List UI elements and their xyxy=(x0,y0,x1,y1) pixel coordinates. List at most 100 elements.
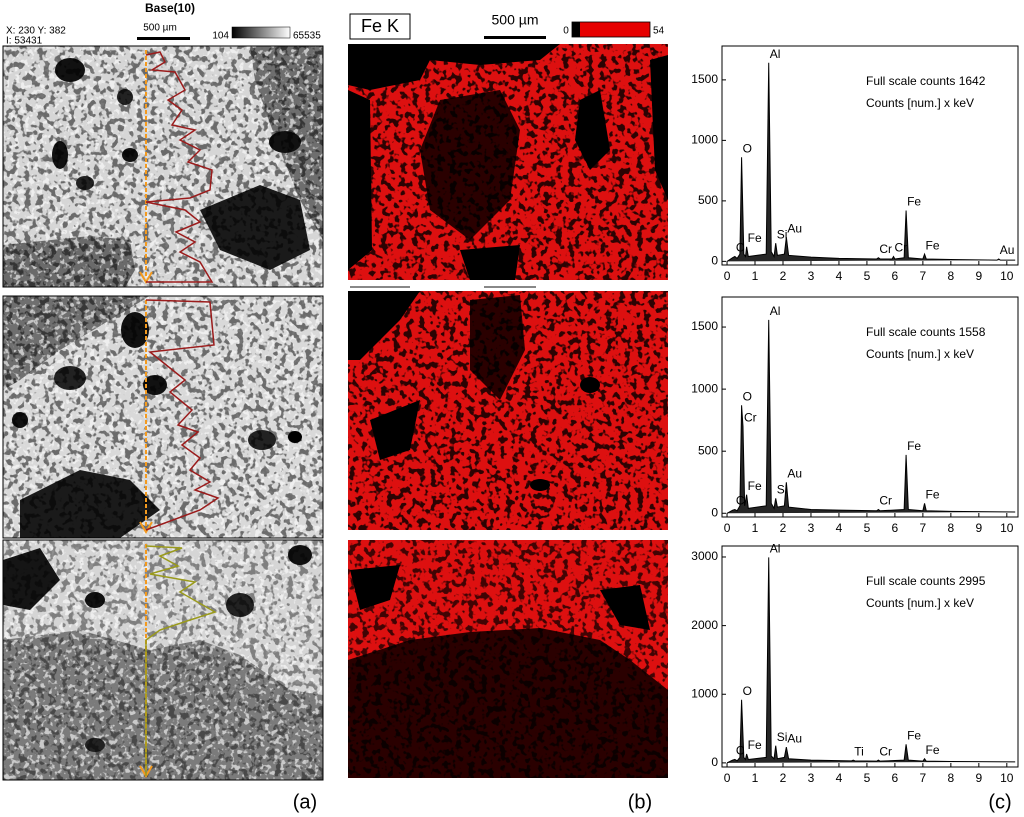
sem-image xyxy=(3,540,323,780)
scale-bar xyxy=(484,36,546,39)
spectrum xyxy=(726,557,1016,764)
peak-label: Fe xyxy=(907,729,921,743)
y-tick-label: 2000 xyxy=(691,618,718,632)
peak-label: C xyxy=(736,744,745,758)
x-tick-label: 0 xyxy=(724,771,731,785)
colorbar-min: 0 xyxy=(563,26,569,37)
y-tick-label: 1500 xyxy=(691,319,718,333)
peak-label: Al xyxy=(770,541,781,555)
peak-label: Al xyxy=(770,304,781,318)
x-tick-label: 10 xyxy=(1000,521,1014,535)
x-tick-label: 4 xyxy=(836,521,843,535)
y-tick-label: 3000 xyxy=(691,549,718,563)
y-tick-label: 1000 xyxy=(691,686,718,700)
spectrum-subtitle: Counts [num.] x keV xyxy=(866,96,974,110)
scale-bar xyxy=(137,37,190,40)
x-tick-label: 1 xyxy=(752,771,759,785)
y-tick-label: 1000 xyxy=(691,381,718,395)
sem-title: Base(10) xyxy=(145,1,195,15)
spectrum-title: Full scale counts 1558 xyxy=(866,325,986,339)
x-tick-label: 2 xyxy=(780,771,787,785)
sem-image xyxy=(3,46,323,287)
spectrum-subtitle: Counts [num.] x keV xyxy=(866,347,974,361)
profile-arrow xyxy=(139,521,153,534)
image-frame xyxy=(2,45,324,288)
peak-label: Si xyxy=(777,227,788,241)
x-tick-label: 7 xyxy=(920,771,927,785)
x-tick-label: 9 xyxy=(975,269,982,283)
colorbar xyxy=(231,26,291,39)
peak-label: Si xyxy=(777,730,788,744)
x-tick-label: 5 xyxy=(864,771,871,785)
colorbar-dark xyxy=(572,22,580,37)
image-frame xyxy=(2,295,324,539)
x-tick-label: 2 xyxy=(780,521,787,535)
sem-image xyxy=(3,296,323,538)
x-tick-label: 7 xyxy=(920,269,927,283)
intensity-profile xyxy=(145,545,217,776)
peak-label: Fe xyxy=(907,439,921,453)
panel-label: (a) xyxy=(293,791,317,813)
panel-label: (b) xyxy=(628,791,652,813)
x-tick-label: 4 xyxy=(836,269,843,283)
x-tick-label: 8 xyxy=(948,521,955,535)
x-tick-label: 3 xyxy=(808,269,815,283)
peak-label: C xyxy=(736,241,745,255)
peak-label: Cr xyxy=(744,411,757,425)
x-tick-label: 3 xyxy=(808,771,815,785)
element-label: Fe K xyxy=(361,16,399,36)
peak-label: Fe xyxy=(748,231,762,245)
intensity-profile xyxy=(145,299,220,531)
x-tick-label: 1 xyxy=(752,269,759,283)
peak-label: O xyxy=(743,141,752,155)
x-tick-label: 0 xyxy=(724,521,731,535)
y-tick-label: 1000 xyxy=(691,133,718,147)
scale-bar-label: 500 µm xyxy=(143,23,177,34)
peak-label: Fe xyxy=(926,488,940,502)
peak-label: Fe xyxy=(907,195,921,209)
x-tick-label: 6 xyxy=(892,771,899,785)
peak-label: Fe xyxy=(926,743,940,757)
x-tick-label: 10 xyxy=(1000,269,1014,283)
element-map xyxy=(348,291,668,530)
peak-label: O xyxy=(743,389,752,403)
peak-label: Cr xyxy=(879,494,892,508)
element-map xyxy=(348,44,668,280)
panel-label: (c) xyxy=(988,791,1011,813)
x-tick-label: 4 xyxy=(836,771,843,785)
sem-intensity: I: 53431 xyxy=(6,36,43,47)
peak-label: Au xyxy=(787,221,802,235)
plot-frame xyxy=(721,45,1019,266)
x-tick-label: 8 xyxy=(948,771,955,785)
x-tick-label: 1 xyxy=(752,521,759,535)
y-tick-label: 0 xyxy=(711,755,718,769)
x-tick-label: 6 xyxy=(892,269,899,283)
sem-coords: X: 230 Y: 382 xyxy=(6,26,66,37)
y-tick-label: 1500 xyxy=(691,72,718,86)
x-tick-label: 5 xyxy=(864,521,871,535)
spectrum xyxy=(726,319,1016,514)
plot-frame xyxy=(721,545,1019,768)
peak-label: Au xyxy=(1000,243,1015,257)
peak-label: Ti xyxy=(854,744,864,758)
colorbar-min: 104 xyxy=(212,31,229,42)
x-tick-label: 7 xyxy=(920,521,927,535)
peak-label: Fe xyxy=(748,738,762,752)
x-tick-label: 10 xyxy=(1000,771,1014,785)
x-tick-label: 5 xyxy=(864,269,871,283)
peak-label: Si xyxy=(777,483,788,497)
peak-label: Cr xyxy=(895,241,908,255)
spectrum-title: Full scale counts 2995 xyxy=(866,574,986,588)
peak-label: Cr xyxy=(879,242,892,256)
peak-label: Al xyxy=(770,47,781,61)
x-tick-label: 9 xyxy=(975,771,982,785)
y-tick-label: 0 xyxy=(711,505,718,519)
x-tick-label: 9 xyxy=(975,521,982,535)
intensity-profile xyxy=(145,51,214,283)
peak-label: Au xyxy=(787,731,802,745)
peak-label: Fe xyxy=(748,479,762,493)
scale-bar-label: 500 µm xyxy=(492,12,539,28)
spectrum xyxy=(726,62,1016,262)
